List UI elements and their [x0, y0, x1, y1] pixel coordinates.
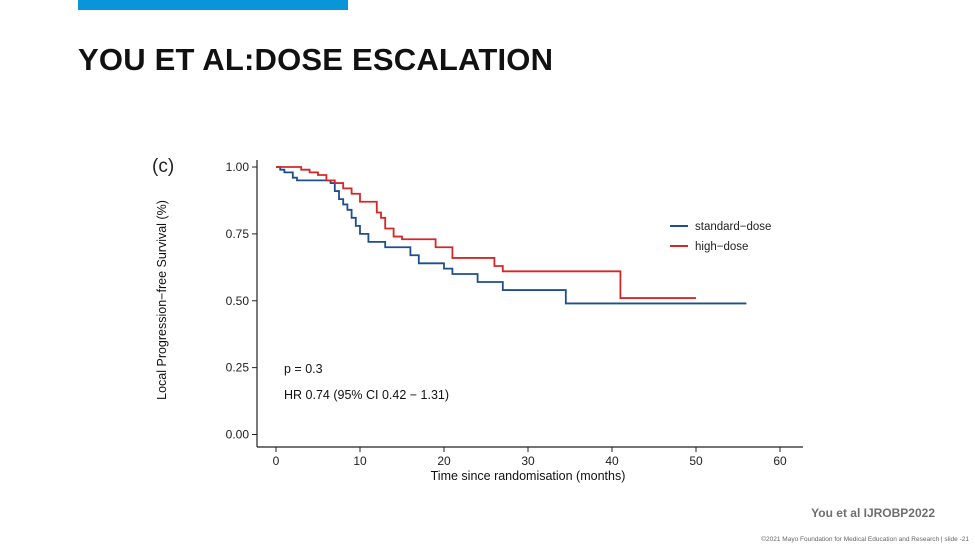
slide-title: YOU ET AL:DOSE ESCALATION	[78, 42, 554, 77]
x-tick-label: 10	[353, 454, 367, 468]
y-axis-label: Local Progression−free Survival (%)	[155, 200, 169, 400]
series-line-high-dose	[276, 166, 696, 299]
series-group	[276, 166, 747, 305]
y-tick-label: 0.50	[226, 294, 250, 308]
legend-label: high−dose	[695, 241, 748, 253]
x-tick-label: 60	[773, 454, 787, 468]
x-tick-label: 50	[689, 454, 703, 468]
legend-label: standard−dose	[695, 221, 771, 233]
x-tick-label: 0	[273, 454, 280, 468]
footer-copyright: ©2021 Mayo Foundation for Medical Educat…	[761, 536, 969, 543]
series-line-standard-dose	[276, 166, 747, 305]
x-tick-label: 20	[437, 454, 451, 468]
citation: You et al IJROBP2022	[811, 506, 935, 520]
y-tick-label: 1.00	[226, 160, 250, 174]
panel-label: (c)	[152, 156, 174, 177]
legend: standard−dose high−dose	[670, 221, 771, 253]
y-tick-label: 0.00	[226, 428, 250, 442]
x-axis-label: Time since randomisation (months)	[431, 469, 626, 483]
axes: 0.00 0.25 0.50 0.75 1.00 0 10 20 30 40 50 60	[226, 160, 803, 468]
x-tick-label: 30	[521, 454, 535, 468]
x-tick-label: 40	[605, 454, 619, 468]
y-tick-label: 0.25	[226, 361, 250, 375]
p-value-annotation: p = 0.3	[284, 362, 323, 376]
accent-bar	[78, 0, 348, 10]
y-tick-label: 0.75	[226, 227, 250, 241]
hazard-ratio-annotation: HR 0.74 (95% CI 0.42 − 1.31)	[284, 388, 449, 402]
